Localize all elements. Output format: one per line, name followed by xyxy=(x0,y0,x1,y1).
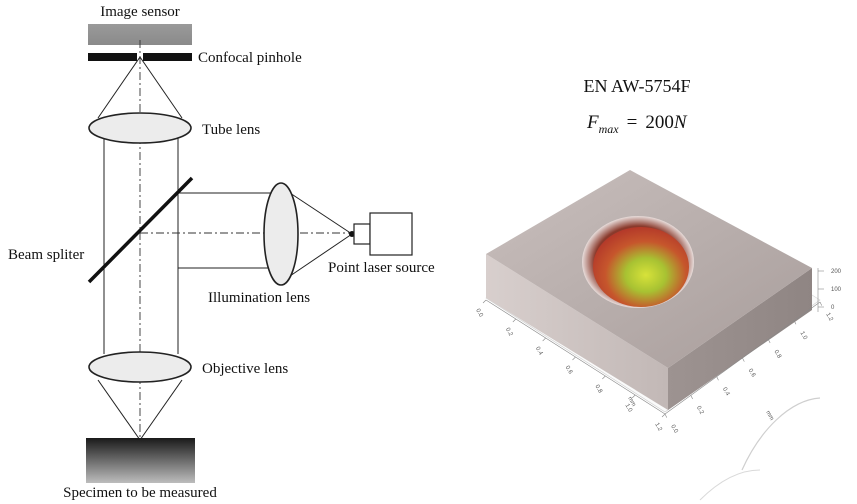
axis-y-tick-label: 1.0 xyxy=(798,331,808,342)
scan-side-left xyxy=(486,254,668,410)
tick-mark xyxy=(716,376,719,381)
axis-y-tick-label: 0.0 xyxy=(669,424,679,435)
axis-z-tick-label: 100 xyxy=(831,287,842,293)
axis-y-tick-label: 1.2 xyxy=(824,312,834,323)
axis-x-tick-label: 0.0 xyxy=(474,308,484,319)
axis-z: 200 100 0 xyxy=(817,268,842,312)
tick-mark xyxy=(664,413,668,418)
illumination-lens-label: Illumination lens xyxy=(208,290,310,306)
tick-mark xyxy=(690,395,693,400)
point-laser-source-label: Point laser source xyxy=(328,260,435,276)
axis-x-tick-label: 0.8 xyxy=(594,384,604,395)
tick-mark xyxy=(482,299,487,304)
image-sensor xyxy=(88,24,192,45)
axis-y-unit: mm xyxy=(764,410,774,422)
objective-lens-label: Objective lens xyxy=(202,361,288,377)
confocal-pinhole-left xyxy=(88,53,137,61)
tick-mark xyxy=(512,318,517,323)
axis-y: 0.0 0.2 0.4 0.6 0.8 1.0 1.2 mm xyxy=(664,301,834,435)
point-laser-source xyxy=(349,212,413,256)
image-sensor-label: Image sensor xyxy=(100,4,180,20)
axis-z-tick-label: 200 xyxy=(831,269,842,275)
tick-mark xyxy=(661,413,666,418)
tube-lens-label: Tube lens xyxy=(202,122,260,138)
beam-splitter xyxy=(87,176,194,284)
confocal-pinhole-right xyxy=(143,53,192,61)
axis-x-tick-label: 0.6 xyxy=(564,365,574,376)
scan-title: EN AW-5754F xyxy=(583,76,690,96)
crater-bowl xyxy=(593,227,689,307)
force-equation: Fmax = 200N xyxy=(586,112,688,136)
tick-mark xyxy=(819,301,823,306)
objective-lens xyxy=(88,351,192,383)
axis-x-tick-label: 0.4 xyxy=(534,346,544,357)
tick-mark xyxy=(631,394,636,399)
tube-lens xyxy=(88,112,192,144)
axis-z-tick-label: 0 xyxy=(831,305,835,311)
beam-path xyxy=(97,56,353,441)
tick-mark xyxy=(542,337,546,342)
tick-mark xyxy=(793,320,797,325)
axis-x-tick-label: 1.2 xyxy=(653,422,663,433)
scan-side-right xyxy=(668,268,812,410)
axis-y-tick-label: 0.4 xyxy=(721,387,731,398)
confocal-pinhole-label: Confocal pinhole xyxy=(198,50,302,66)
confocal-diagram: Image sensor Confocal pinhole Tube lens xyxy=(8,4,435,501)
axis-x-tick-label: 0.2 xyxy=(504,327,514,338)
illumination-lens xyxy=(263,182,299,286)
specimen xyxy=(86,438,195,483)
surface-scan: EN AW-5754F Fmax = 200N 0.0 0.2 0.4 0.6 0.8 1.0… xyxy=(474,76,841,435)
axis-x-tick-label: 1.0 xyxy=(623,403,633,414)
specimen-label: Specimen to be measured xyxy=(63,485,217,501)
axis-y-tick-label: 0.6 xyxy=(747,368,757,379)
axis-x-unit: mm xyxy=(626,396,636,408)
axis-x: 0.0 0.2 0.4 0.6 0.8 1.0 1.2 mm xyxy=(474,299,666,433)
axis-y-tick-label: 0.2 xyxy=(695,405,705,416)
tick-mark xyxy=(572,356,576,361)
background-stroke xyxy=(741,397,821,471)
tick-mark xyxy=(768,339,771,344)
tick-mark xyxy=(602,375,606,380)
tick-mark xyxy=(742,357,745,362)
beam-splitter-label: Beam spliter xyxy=(8,247,84,263)
axis-y-tick-label: 0.8 xyxy=(773,349,783,360)
background-stroke xyxy=(699,469,761,501)
